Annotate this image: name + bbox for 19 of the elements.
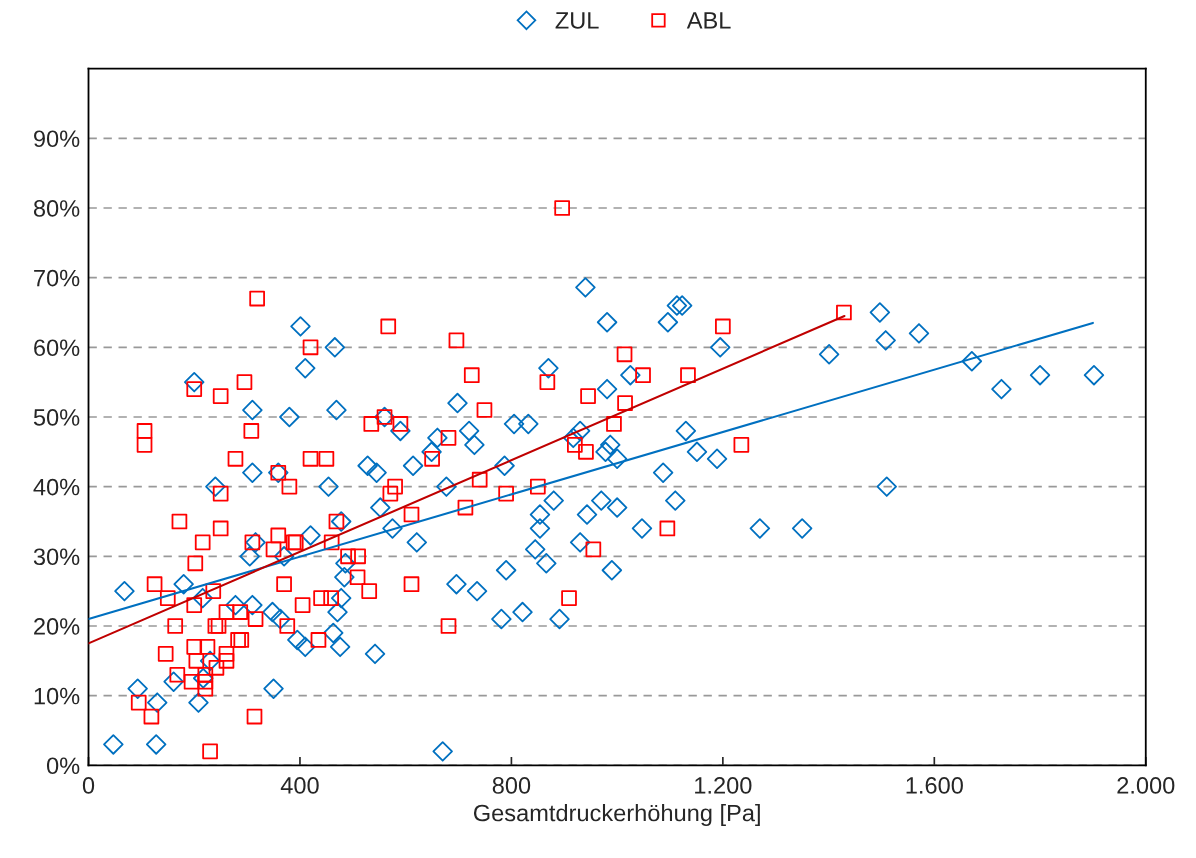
x-tick-label: 1.600 [906,777,963,794]
y-tick-label: 30% [33,548,80,566]
y-tick-label: 70% [34,269,80,287]
x-tick-label: 1.200 [695,777,752,794]
x-tick-label: 2.000 [1117,777,1175,794]
x-axis-title: Gesamtdruckerhöhung [Pa] [473,804,760,827]
y-tick-label: 40% [33,478,80,496]
y-tick-label: 20% [34,618,80,635]
legend-label: ZUL [555,12,599,29]
y-tick-label: 80% [33,200,80,217]
x-tick-label: 800 [492,777,531,794]
y-tick-label: 10% [34,687,80,705]
y-tick-label: 90% [34,130,80,148]
y-tick-label: 60% [34,339,80,357]
y-tick-label: 0% [46,757,80,775]
x-tick-label: 0 [82,777,95,794]
x-tick-label: 400 [280,777,319,794]
legend-label: ABL [686,12,731,29]
y-tick-label: 50% [33,409,80,426]
